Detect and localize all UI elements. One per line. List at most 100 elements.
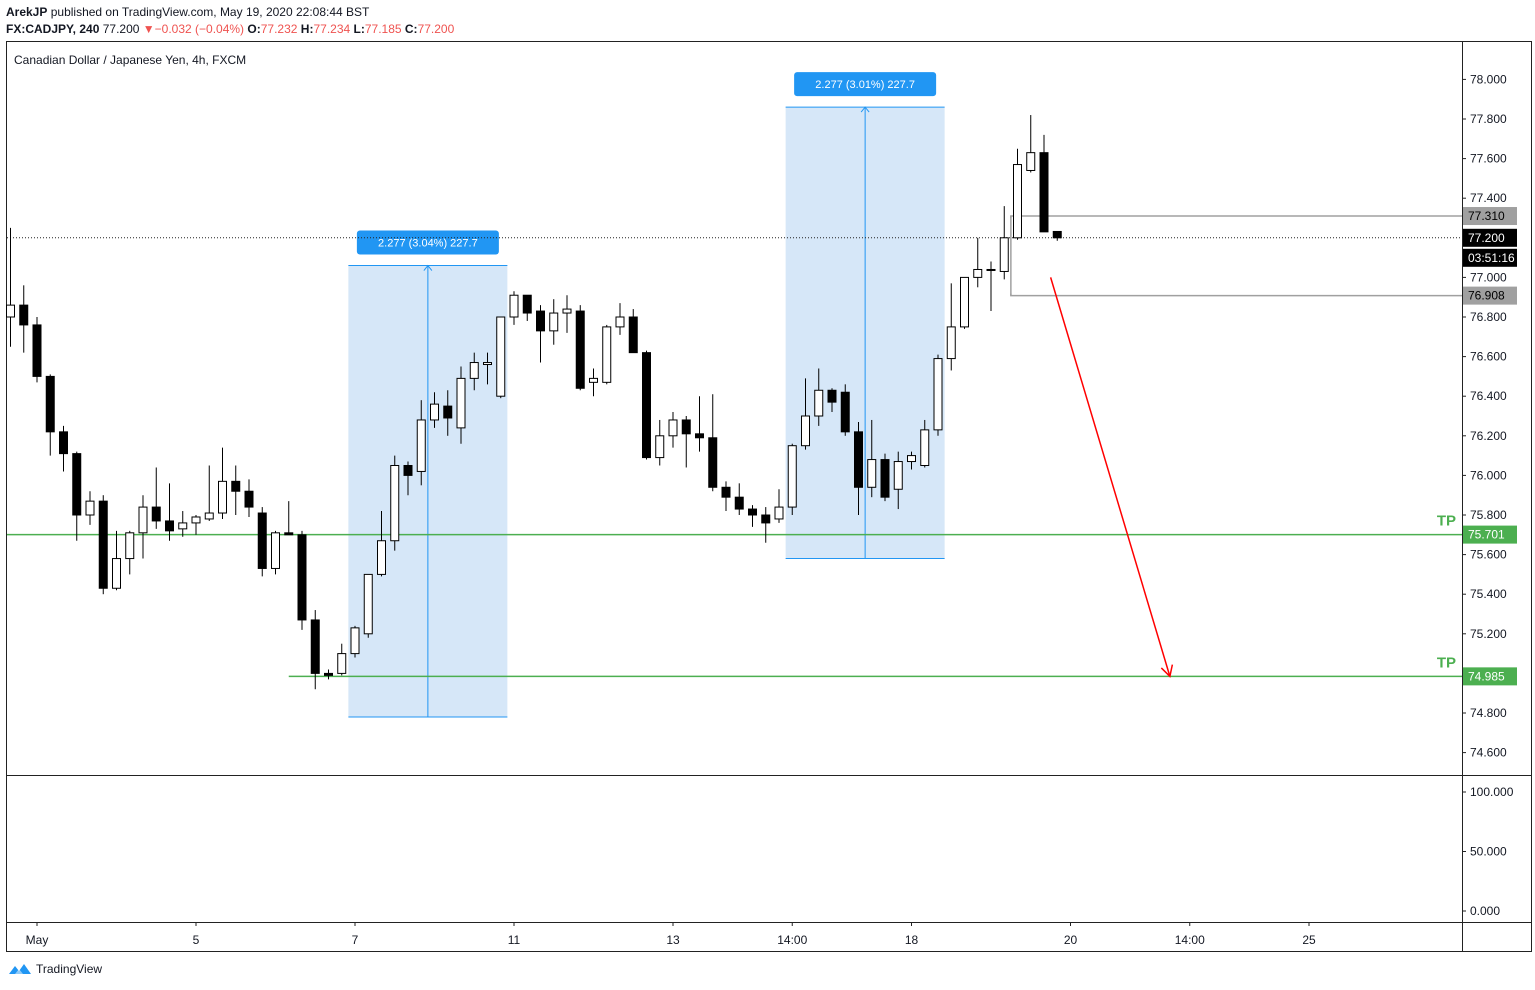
candle [178, 511, 188, 537]
candle-body [787, 445, 797, 508]
time-axis[interactable]: May 5 7 11 13 14:00 18 20 14:00 25 [26, 922, 1316, 947]
candle-body [1039, 152, 1049, 233]
candle [496, 316, 506, 399]
tradingview-logo-icon [9, 964, 31, 974]
candle-body [668, 419, 678, 437]
measurement-label-box [794, 72, 937, 97]
volume-tick-label: 0.000 [1470, 904, 1500, 918]
candle-body [933, 358, 943, 431]
candle [827, 388, 837, 413]
candle-body [814, 389, 824, 417]
change-down-icon: ▼ [142, 22, 155, 36]
candle [973, 237, 983, 288]
range-top-line[interactable] [1010, 215, 1462, 219]
range-bottom-line[interactable] [1010, 293, 1462, 297]
last-price: 77.200 [102, 22, 140, 36]
candle [549, 299, 559, 345]
symbol-label: FX:CADJPY, 240 [6, 22, 100, 36]
candle-body [377, 540, 386, 575]
time-tick-label: 18 [905, 933, 919, 947]
projection-arrow[interactable] [1049, 277, 1174, 678]
candle [1052, 230, 1062, 241]
candle [19, 285, 29, 353]
candle [59, 425, 68, 472]
candle [456, 366, 466, 444]
price-tick-label: 76.000 [1470, 468, 1507, 482]
time-tick-label: 11 [508, 933, 521, 947]
candle-body [191, 516, 201, 524]
measurement-tools[interactable]: 2.277 (3.04%) 227.7 2.277 (3.01%) 227.7 [348, 72, 945, 718]
candle [165, 483, 174, 541]
candle-body [403, 465, 413, 476]
candle-body [642, 352, 651, 459]
published-text: published on TradingView.com, May 19, 20… [50, 5, 370, 19]
candle [125, 530, 135, 575]
candle-body [549, 312, 559, 332]
price-tick-label: 77.800 [1470, 112, 1507, 126]
candle-body [1026, 152, 1036, 171]
ohlc-legend: FX:CADJPY, 240 77.200 ▼−0.032 (−0.04%) O… [6, 22, 454, 36]
candle-body [854, 431, 863, 488]
candle [191, 515, 201, 535]
low-value: 77.185 [364, 22, 402, 36]
candle [244, 479, 254, 517]
measurement-arrow-head-icon [423, 264, 433, 271]
last-price-tag-bg [1463, 228, 1517, 247]
candle-body [867, 459, 877, 488]
candle-body [72, 453, 82, 516]
candle [430, 392, 439, 428]
candle-body [734, 496, 744, 510]
tp-price-tag: 75.701 [1468, 528, 1505, 542]
candle-body [483, 362, 492, 366]
candle-body [297, 534, 307, 621]
candle [907, 451, 916, 470]
candle [536, 305, 545, 363]
candle [681, 416, 691, 468]
high-label: H: [300, 22, 314, 36]
candle [734, 483, 744, 515]
candle [271, 530, 280, 575]
candle-body [708, 437, 718, 488]
projection-arrow-line[interactable] [1049, 277, 1171, 677]
tradingview-brand: TradingView [36, 962, 103, 976]
candle [999, 206, 1009, 280]
candle [85, 491, 95, 525]
candle-body [125, 532, 135, 560]
candle [933, 354, 943, 436]
price-tick-label: 74.600 [1470, 746, 1507, 760]
price-axis[interactable]: 78.000 77.800 77.600 77.400 77.200 77.000 76.8… [1462, 72, 1517, 918]
candle [761, 507, 771, 543]
candle-body [827, 389, 837, 403]
candle-body [695, 433, 704, 439]
candle-body [324, 672, 333, 676]
candle-body [178, 522, 188, 530]
candle-body [986, 268, 996, 271]
candle [721, 481, 731, 512]
candle [602, 324, 612, 385]
candle [708, 394, 718, 492]
candle-body [774, 506, 784, 520]
price-tick-label: 76.200 [1470, 429, 1507, 443]
candle-body [98, 500, 108, 589]
candle-body [244, 490, 254, 508]
horizontal-levels[interactable]: TP TP [7, 215, 1462, 678]
candle-body [45, 375, 55, 433]
chart-frame [6, 41, 1532, 952]
time-tick-label: 14:00 [1175, 933, 1205, 947]
candle-body [204, 512, 214, 520]
candle [801, 378, 810, 450]
candle-body [602, 326, 612, 383]
candle [946, 283, 956, 371]
tradingview-footer[interactable]: TradingView [8, 962, 102, 976]
author-name[interactable]: ArekJP [6, 5, 48, 19]
time-tick-label: 7 [352, 933, 359, 947]
close-label: C: [404, 22, 418, 36]
candle [363, 573, 373, 638]
candle-body [363, 573, 373, 635]
measurement-label: 2.277 (3.04%) 227.7 [378, 238, 478, 250]
price-tick-label: 75.800 [1470, 508, 1507, 522]
candle-body [6, 304, 15, 318]
candle [112, 530, 121, 591]
candle-body [536, 310, 545, 332]
